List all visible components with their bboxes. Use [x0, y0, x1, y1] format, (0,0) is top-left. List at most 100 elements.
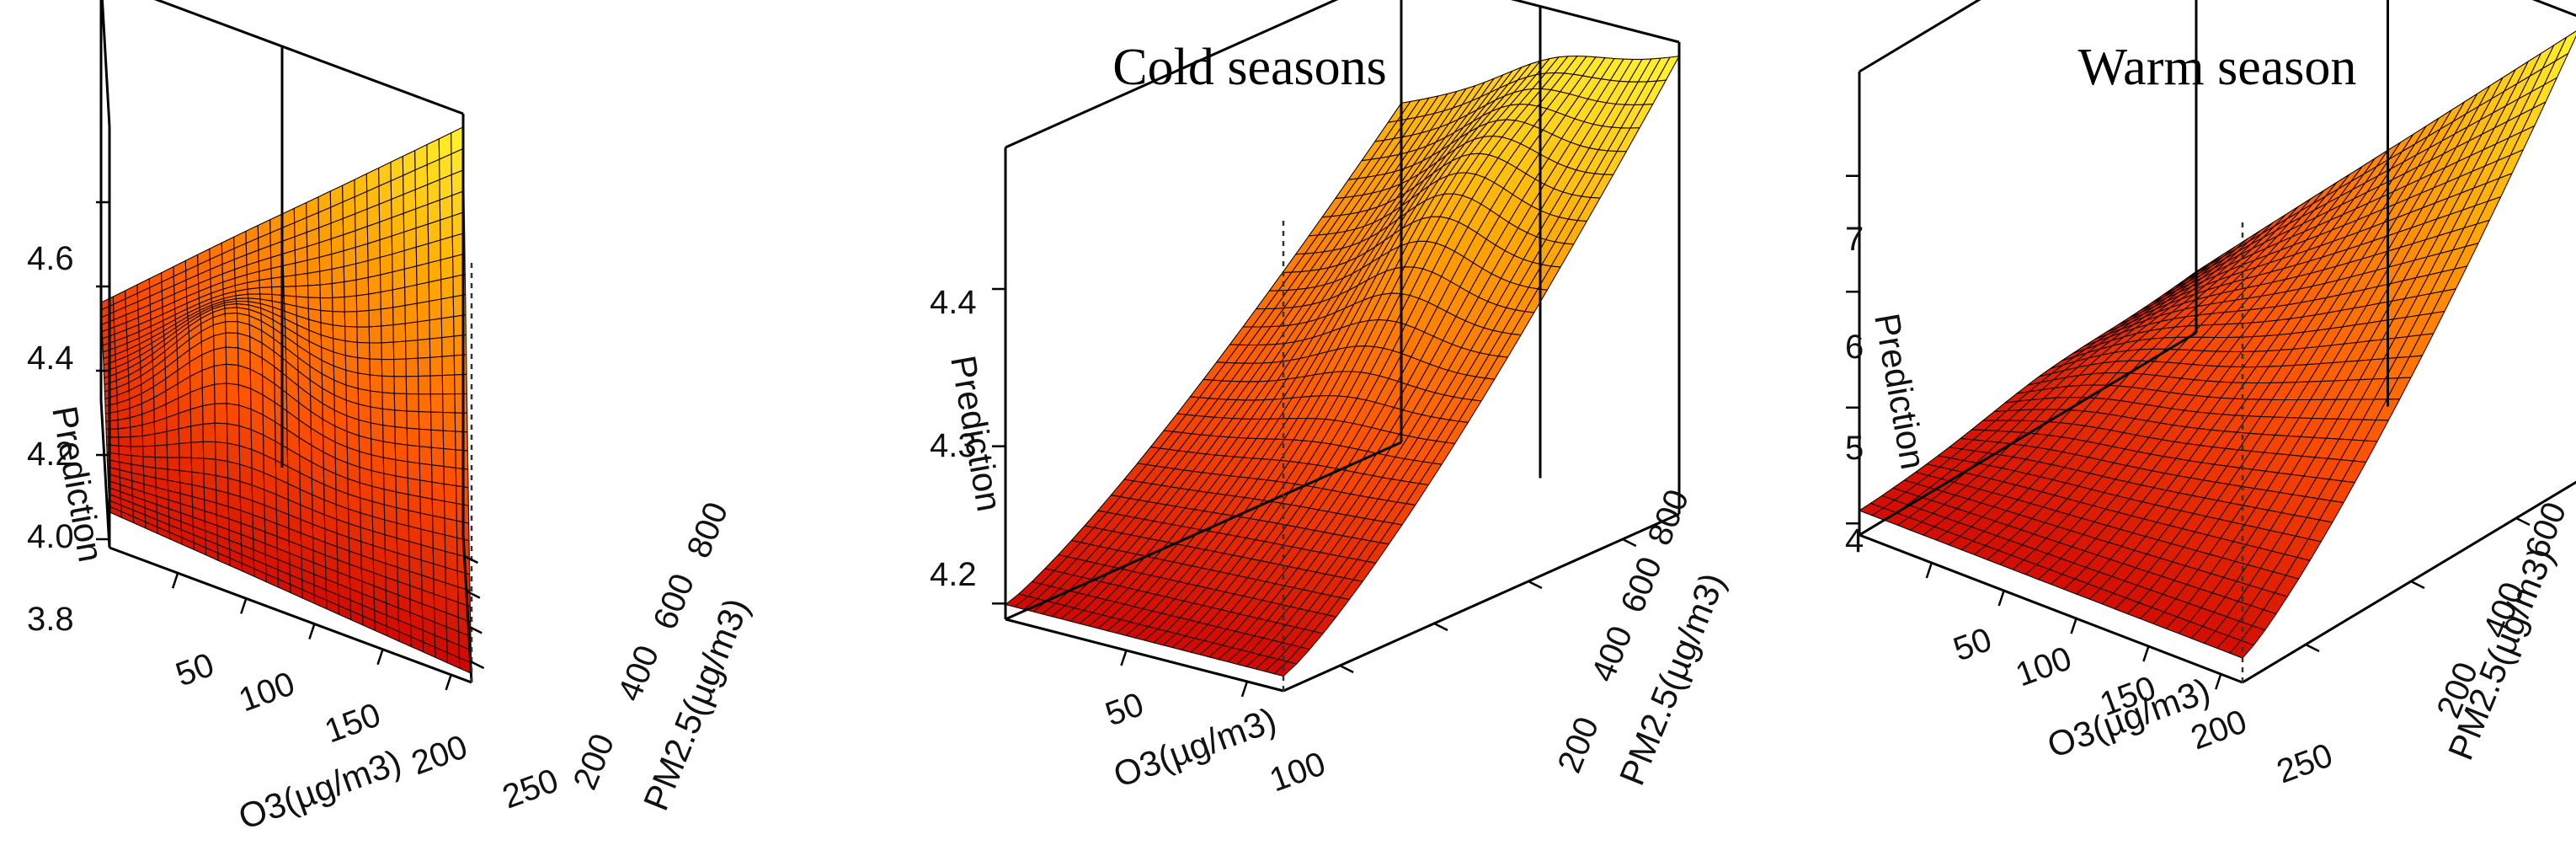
- surface-facet: [407, 477, 421, 498]
- surface-facet: [344, 311, 358, 328]
- z-tick-label: 4.2: [930, 556, 977, 593]
- surface-facet: [394, 442, 408, 463]
- surface-facet: [444, 500, 457, 522]
- surface-facet: [368, 308, 382, 328]
- surface-facet: [455, 449, 469, 470]
- surface-facet: [202, 441, 216, 460]
- surface-facet: [179, 441, 192, 458]
- y-tick-label: 200: [1551, 712, 1607, 778]
- surface-facet: [429, 375, 444, 395]
- surface-facet: [392, 305, 406, 326]
- surface-facet: [381, 358, 395, 377]
- surface-facet: [394, 426, 408, 446]
- surface-facet: [395, 475, 409, 495]
- surface-facet: [381, 408, 396, 428]
- surface-facet: [368, 292, 381, 312]
- plot-box-edge: [1005, 0, 1339, 149]
- surface-panel-2: Cold seasons 4.2 4.3 4.4 Prediction 50 1…: [858, 0, 1732, 856]
- axis-tick-mark: [1339, 664, 1354, 674]
- surface-facet: [369, 358, 383, 377]
- y-axis-label: PM2.5(µg/m3): [636, 592, 757, 816]
- surface-facet: [224, 313, 238, 323]
- surface-facet: [395, 459, 408, 479]
- surface-facet: [392, 249, 405, 273]
- z-axis-label: Prediction: [1867, 310, 1933, 472]
- plot-box-edge: [461, 534, 473, 683]
- axis-tick-mark: [1528, 580, 1543, 590]
- surface-facet: [405, 340, 419, 360]
- axis-tick-mark: [1120, 650, 1128, 666]
- surface-facet: [225, 332, 239, 349]
- surface-facet: [419, 496, 434, 516]
- surface-facet: [141, 433, 156, 447]
- surface-facet: [202, 403, 216, 425]
- chart-title-warm: Warm season: [2078, 39, 2357, 96]
- surface-facet: [440, 316, 455, 339]
- surface-facet: [430, 447, 445, 468]
- surface-facet: [226, 383, 240, 406]
- surface-facet: [419, 428, 432, 448]
- surface-facet: [418, 393, 432, 413]
- surface-facet: [428, 279, 442, 302]
- surface-facet: [318, 254, 333, 272]
- surface-facet: [406, 427, 420, 447]
- surface-facet: [380, 289, 394, 310]
- x-tick-label: 100: [234, 665, 300, 719]
- surface-facet: [454, 412, 468, 433]
- surface-facet: [392, 268, 406, 291]
- surface-facet: [442, 430, 456, 451]
- surface-facet: [406, 393, 419, 413]
- surface-plot-2: Cold seasons 4.2 4.3 4.4 Prediction 50 1…: [930, 0, 1732, 799]
- z-tick-labels-1: 3.8 4.0 4.2 4.4 4.6: [27, 240, 74, 638]
- surface-facet: [201, 383, 216, 407]
- surface-facet: [130, 424, 143, 438]
- surface-facet: [404, 302, 419, 324]
- z-tick-label: 4.6: [27, 240, 74, 277]
- y-tick-label: 400: [611, 640, 667, 706]
- surface-facet: [407, 444, 420, 464]
- surface-facet: [343, 263, 357, 283]
- surface-facet: [295, 272, 309, 287]
- surface-facet: [332, 296, 345, 313]
- surface-facet: [428, 239, 441, 264]
- surface-facet: [405, 375, 419, 395]
- surface-facet: [117, 426, 131, 438]
- surface-facet: [429, 337, 443, 358]
- surface-facet: [214, 403, 228, 425]
- surface-facet: [190, 457, 205, 474]
- axis-tick-mark: [1925, 562, 1933, 579]
- surface-facet: [355, 276, 370, 297]
- surface-facet: [381, 341, 395, 361]
- surface-facet: [130, 435, 144, 447]
- surface-facet: [226, 403, 240, 426]
- surface-facet: [356, 310, 370, 328]
- plot-box-edge: [1005, 441, 1402, 621]
- x-tick-label: 50: [1949, 621, 1997, 669]
- surface-facet: [118, 436, 131, 447]
- z-tick-label: 4.2: [27, 436, 74, 473]
- surface-facet: [419, 479, 433, 500]
- surface-facet: [307, 284, 321, 299]
- surface-facet: [380, 271, 393, 293]
- surface-facet: [190, 423, 204, 443]
- surface-facet: [406, 410, 420, 430]
- surface-facet: [454, 393, 468, 414]
- axis-tick-mark: [308, 623, 316, 639]
- surface-facet: [166, 442, 180, 458]
- surface-facet: [443, 466, 457, 487]
- surface-facet: [154, 444, 168, 458]
- x-tick-label: 50: [1101, 686, 1149, 734]
- z-tick-label: 4.0: [27, 518, 74, 555]
- surface-facet: [215, 441, 228, 463]
- surface-facet: [417, 338, 431, 359]
- surface-facet: [214, 422, 228, 444]
- surface-facet: [215, 458, 229, 479]
- z-tick-label: 4.4: [930, 284, 977, 321]
- surface-facet: [319, 283, 333, 299]
- axis-tick-mark: [240, 597, 248, 614]
- surface-facet: [226, 363, 239, 386]
- axis-tick-mark: [2142, 645, 2150, 662]
- surface-facet: [154, 457, 168, 470]
- surface-facet: [443, 483, 457, 505]
- plot-box-edge: [1859, 533, 2243, 684]
